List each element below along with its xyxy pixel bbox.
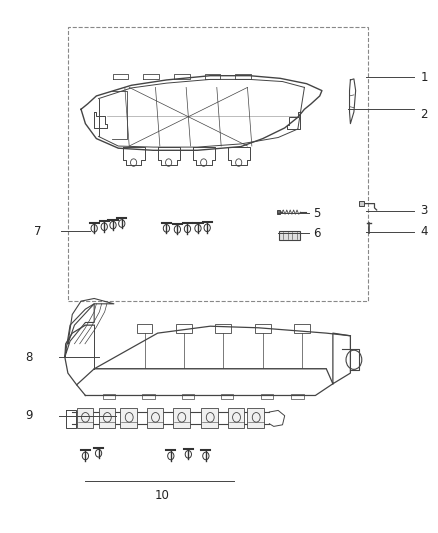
Bar: [147, 408, 163, 428]
Bar: [142, 394, 155, 399]
Bar: [173, 408, 190, 428]
Text: 6: 6: [313, 227, 321, 240]
Bar: [291, 394, 304, 399]
Bar: [221, 394, 233, 399]
Bar: [201, 408, 218, 428]
Bar: [99, 408, 115, 428]
Bar: [359, 201, 364, 206]
Text: 4: 4: [420, 225, 428, 238]
Bar: [103, 394, 115, 399]
Bar: [261, 394, 273, 399]
Text: 3: 3: [420, 204, 428, 217]
Bar: [294, 324, 310, 333]
Text: 8: 8: [25, 351, 33, 364]
Bar: [279, 231, 300, 240]
Bar: [228, 408, 244, 428]
Bar: [247, 408, 264, 428]
Bar: [176, 324, 192, 333]
Bar: [277, 210, 280, 214]
Bar: [137, 324, 152, 333]
Bar: [77, 408, 93, 428]
Bar: [120, 408, 137, 428]
Bar: [215, 324, 231, 333]
Text: 5: 5: [313, 207, 321, 220]
Bar: [255, 324, 271, 333]
Text: 2: 2: [420, 108, 428, 121]
Text: 7: 7: [34, 225, 42, 238]
Text: 9: 9: [25, 409, 33, 422]
Text: 10: 10: [155, 489, 170, 502]
Bar: [182, 394, 194, 399]
Bar: [68, 27, 368, 301]
Text: 1: 1: [420, 71, 428, 84]
